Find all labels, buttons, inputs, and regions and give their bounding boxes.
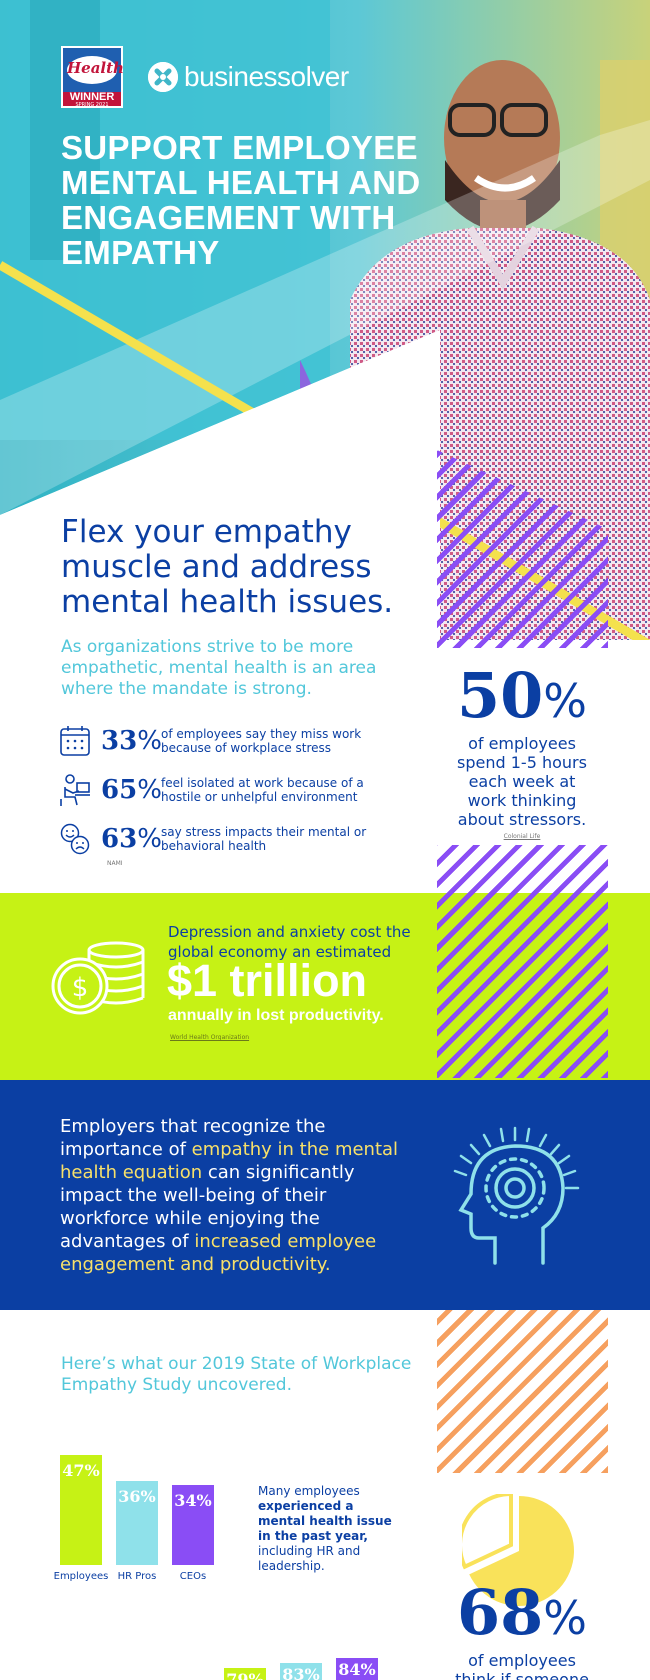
- brand-logo: businessolver: [148, 60, 349, 94]
- stat-value: 33: [101, 726, 138, 756]
- employers-band: [0, 1080, 650, 1310]
- study-heading: Here’s what our 2019 State of Workplace …: [61, 1354, 412, 1395]
- stat-row: 65% feel isolated at work because of a h…: [59, 770, 419, 810]
- economy-caption: annually in lost productivity.: [168, 1007, 384, 1024]
- bar: 84%: [336, 1658, 378, 1680]
- pie-chart: [462, 1494, 574, 1606]
- pie-description: of employees: [468, 1651, 576, 1670]
- statement-highlight: empathy in the mental health equation: [60, 1139, 399, 1183]
- statement-text: Employers that recognize the importance …: [60, 1116, 326, 1160]
- stat-row: 33% of employees say they miss work beca…: [59, 721, 419, 761]
- stat-description: say stress impacts their mental or behav…: [161, 825, 367, 853]
- bar-value-label: 34%: [174, 1491, 212, 1511]
- health-awards-badge: Health AWARDS WINNER SPRING 2021: [61, 46, 124, 108]
- bar: 47%: [60, 1455, 102, 1565]
- economy-source[interactable]: World Health Organization: [170, 1034, 250, 1041]
- stat-unit: %: [137, 775, 162, 805]
- pie-percentage: 68%: [437, 1580, 607, 1651]
- stat-unit: %: [137, 824, 162, 854]
- hero-banner: [0, 0, 650, 649]
- bottom-bar-chart: 79% 83% 84%: [224, 1658, 384, 1680]
- stat-unit: %: [137, 726, 162, 756]
- bar: 36%: [116, 1480, 158, 1565]
- bar: 79%: [224, 1668, 266, 1680]
- bar-value-label: 83%: [282, 1665, 320, 1680]
- badge-health-text: Health: [67, 56, 124, 84]
- section-intro: As organizations strive to be more empat…: [61, 637, 377, 699]
- mind-head-icon: [453, 1126, 580, 1265]
- economy-amount: $1 trillion: [167, 955, 368, 1006]
- decorative-stripes: [437, 845, 608, 1078]
- bar-value-label: 47%: [62, 1461, 100, 1480]
- stat-row: 63% say stress impacts their mental or b…: [59, 819, 419, 859]
- isolated-worker-icon: [60, 774, 90, 806]
- badge-winner-text: WINNER: [69, 91, 115, 103]
- pie-value: 68: [457, 1576, 544, 1649]
- stressors-percentage: 50%: [437, 663, 607, 734]
- stat-description: feel isolated at work because of a hosti…: [161, 776, 364, 804]
- economy-intro: Depression and anxiety cost the global e…: [168, 923, 411, 961]
- businessolver-logo-icon: [148, 62, 178, 92]
- bar: 34%: [172, 1485, 214, 1565]
- stat-value: 65: [101, 775, 138, 805]
- employers-statement: Employers that recognize the importance …: [60, 1115, 405, 1276]
- coins-dollar-icon: $: [51, 941, 145, 1015]
- pie-slice-main: [469, 1496, 574, 1606]
- bar-category-label: HR Pros: [117, 1571, 157, 1582]
- empathy-bar-chart: 47% Employees 36% HR Pros 34% CEOs: [54, 1455, 230, 1595]
- pie-unit: %: [543, 1591, 587, 1645]
- stats-source: NAMI: [107, 860, 123, 867]
- bar-category-label: Employees: [53, 1571, 109, 1582]
- bar-value-label: 36%: [118, 1486, 156, 1506]
- chart-note-emphasis: experienced a mental health issue in the…: [258, 1499, 392, 1543]
- decorative-stripes: [437, 1310, 608, 1473]
- stressors-description: of employees spend 1-5 hours each week a…: [457, 734, 587, 829]
- chart-note-text: including HR and leadership.: [258, 1544, 361, 1573]
- statement-text: can significantly impact the well-being …: [60, 1162, 355, 1252]
- badge-season-text: SPRING 2021: [75, 102, 109, 108]
- pie-slice-rest: [462, 1494, 513, 1570]
- bar-category-label: CEOs: [179, 1571, 207, 1582]
- stat-percentage: 33%: [101, 726, 162, 756]
- bar-value-label: 84%: [338, 1660, 376, 1679]
- stressors-unit: %: [543, 674, 587, 728]
- stressors-value: 50: [457, 659, 544, 732]
- stressors-source[interactable]: Colonial Life: [503, 833, 541, 840]
- calendar-icon: [60, 726, 90, 756]
- pie-description: think if someone: [455, 1670, 589, 1680]
- brand-name: businessolver: [184, 61, 349, 92]
- bar: 83%: [280, 1663, 322, 1680]
- section-heading: Flex your empathy muscle and address men…: [61, 514, 394, 620]
- page-title: SUPPORT EMPLOYEE MENTAL HEALTH AND ENGAG…: [61, 129, 421, 271]
- stat-percentage: 63%: [101, 824, 162, 854]
- stressors-stat: 50% of employees spend 1-5 hours each we…: [437, 663, 607, 841]
- chart-note: Many employees experienced a mental heal…: [258, 1484, 403, 1574]
- badge-awards-text: AWARDS: [81, 78, 103, 84]
- hero-photo-illustration: [0, 0, 650, 649]
- mood-faces-icon: [60, 823, 90, 855]
- bar-value-label: 79%: [226, 1670, 264, 1680]
- stat-percentage: 65%: [101, 775, 162, 805]
- stat-description: of employees say they miss work because …: [161, 727, 362, 755]
- chart-note-text: Many employees: [258, 1484, 360, 1498]
- pie-stat: 68% of employees think if someone: [437, 1580, 607, 1680]
- stat-value: 63: [101, 824, 138, 854]
- statement-highlight: increased employee engagement and produc…: [60, 1231, 377, 1275]
- svg-text:$: $: [72, 973, 89, 1003]
